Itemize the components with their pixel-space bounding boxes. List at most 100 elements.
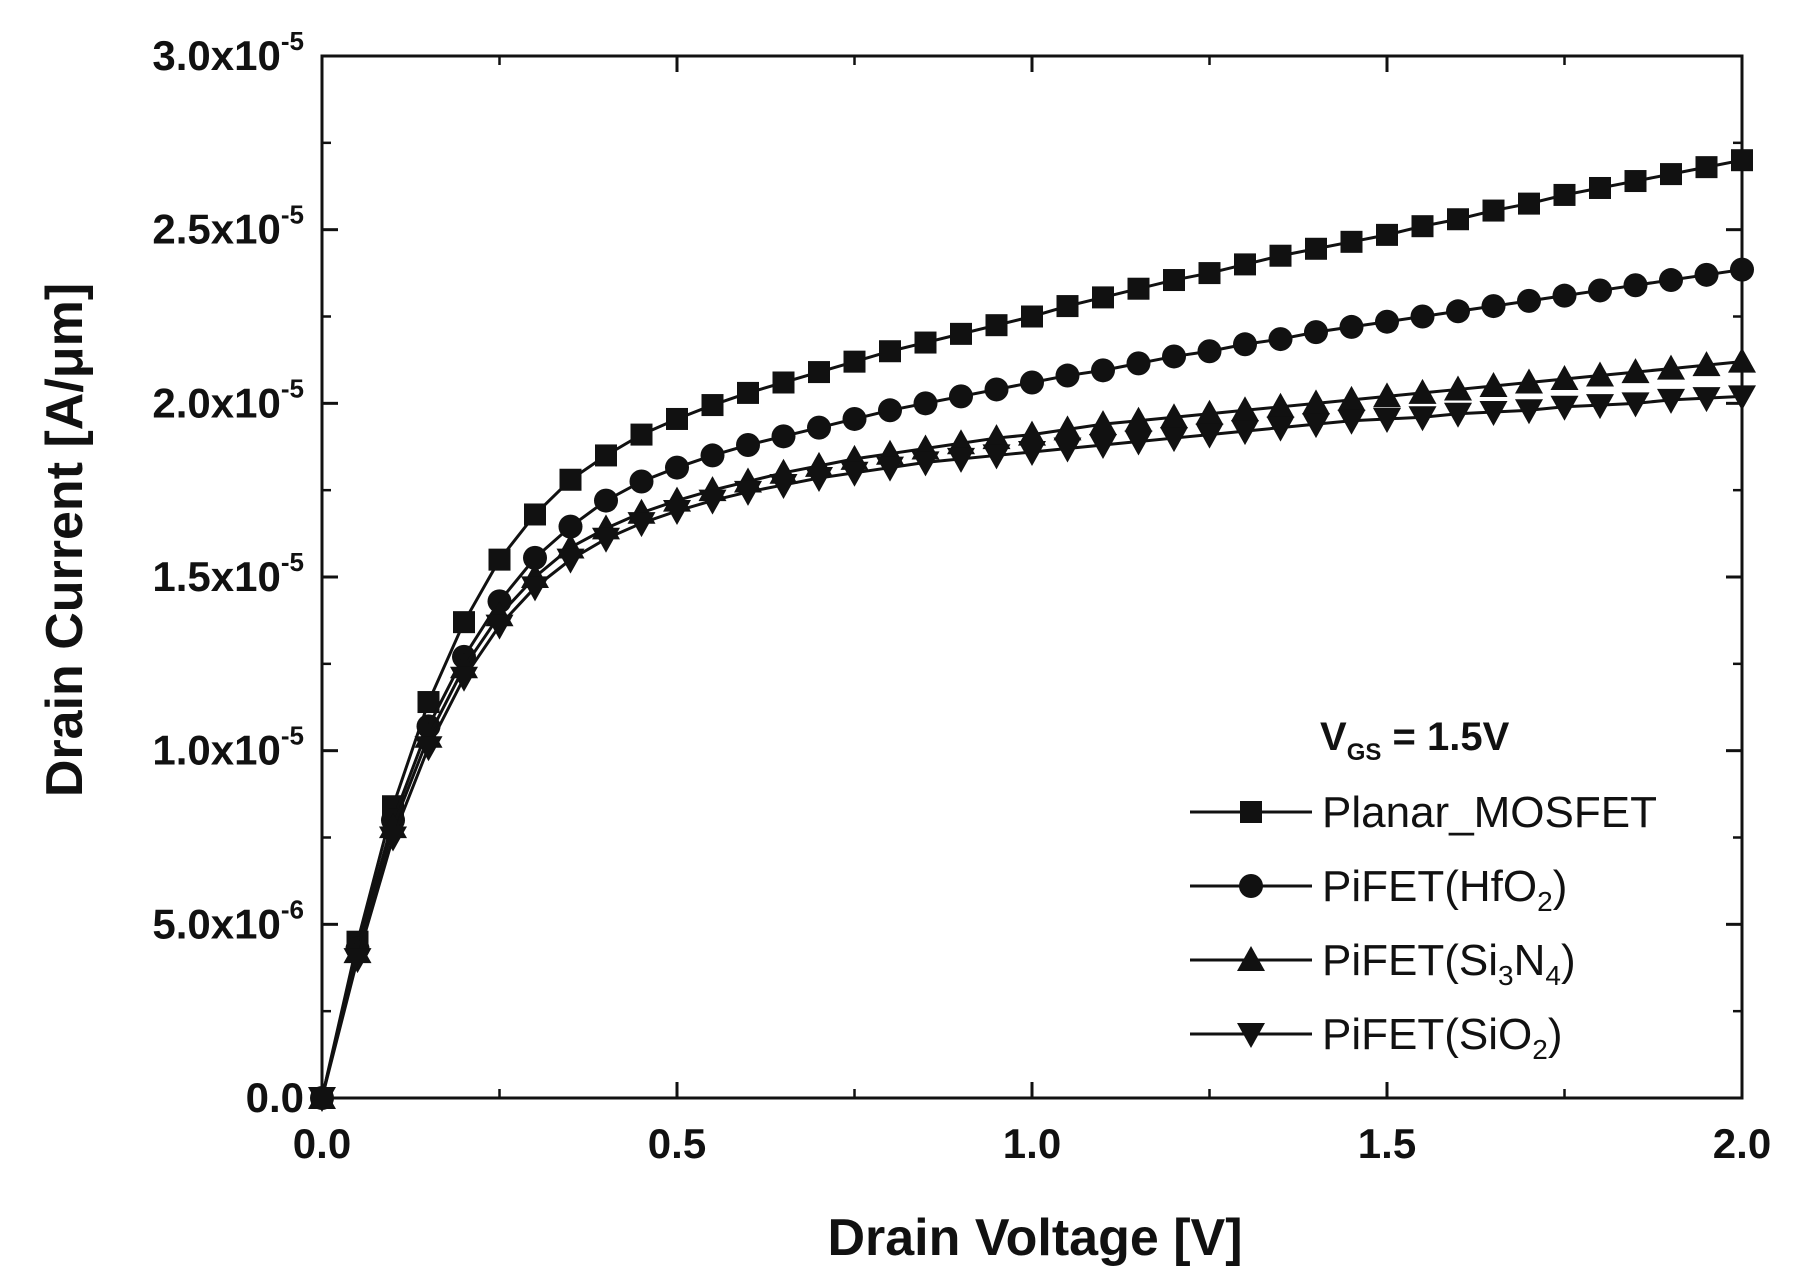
data-point [1302, 413, 1330, 439]
data-point [1304, 320, 1328, 345]
data-point [805, 467, 833, 493]
data-point [1340, 230, 1363, 253]
data-point [1020, 370, 1044, 395]
data-point [1588, 278, 1612, 303]
data-point [1089, 410, 1117, 436]
data-point [1268, 327, 1293, 352]
data-point [949, 384, 973, 409]
y-tick-label: 2.5x10-5 [152, 200, 304, 253]
data-point [1089, 434, 1117, 460]
data-point [1337, 385, 1366, 411]
data-point [523, 545, 547, 570]
data-point [913, 391, 938, 416]
legend-label: PiFET(HfO2) [1322, 862, 1567, 917]
data-point [1055, 363, 1080, 388]
data-point [1517, 288, 1541, 313]
data-point [734, 480, 762, 506]
data-point [1160, 403, 1188, 429]
data-point [1127, 277, 1150, 300]
data-point [1586, 361, 1614, 387]
data-point [982, 424, 1011, 450]
data-point [1446, 299, 1470, 324]
data-point [843, 350, 866, 373]
data-point [769, 473, 798, 499]
data-point [1160, 427, 1188, 453]
legend-marker [1237, 1023, 1265, 1048]
data-point [1481, 294, 1506, 319]
data-point [985, 314, 1008, 337]
data-point [1660, 163, 1682, 186]
data-point [911, 451, 940, 477]
data-point [1659, 268, 1683, 293]
data-point [1266, 416, 1295, 442]
data-point [630, 423, 653, 446]
data-point [665, 455, 689, 480]
data-point [1376, 223, 1398, 246]
data-point [771, 424, 796, 449]
series-layer [308, 149, 1756, 1112]
x-tick-label: 0.0 [293, 1120, 351, 1167]
data-point [950, 322, 972, 345]
data-point [1515, 399, 1543, 425]
legend-marker [1237, 946, 1265, 971]
data-point [840, 461, 869, 487]
data-point [1624, 170, 1647, 193]
data-point [1231, 420, 1259, 446]
data-point [1053, 437, 1082, 463]
data-point [1373, 382, 1401, 408]
data-point [1410, 304, 1435, 329]
data-point [1021, 305, 1043, 328]
data-point [1447, 208, 1469, 231]
data-point [1091, 358, 1115, 383]
legend-marker [1240, 801, 1262, 823]
legend-label: PiFET(SiO2) [1322, 1010, 1562, 1065]
data-point [1586, 394, 1614, 420]
data-point [736, 433, 760, 458]
data-point [1234, 253, 1256, 276]
legend-item: PiFET(Si3N4) [1190, 936, 1576, 991]
data-point [1163, 269, 1185, 292]
data-point [379, 826, 407, 852]
data-point [1589, 176, 1611, 199]
data-point [627, 512, 656, 538]
data-point [1621, 358, 1650, 384]
data-point [1233, 332, 1257, 357]
data-point [450, 666, 478, 692]
series-triangle-down [308, 385, 1756, 1112]
data-point [1550, 365, 1579, 391]
legend-item: Planar_MOSFET [1190, 788, 1657, 837]
data-point [1124, 430, 1153, 456]
data-point [1266, 392, 1295, 418]
data-point [559, 468, 582, 491]
data-point [1695, 156, 1718, 179]
data-point [595, 444, 617, 467]
series-square [311, 149, 1753, 1109]
data-point [1479, 401, 1508, 427]
data-point [1692, 387, 1721, 413]
data-point [417, 691, 440, 714]
data-point [1444, 375, 1472, 401]
data-point [1305, 237, 1327, 260]
data-point [524, 503, 546, 526]
data-point [772, 371, 795, 394]
y-tick-label: 0.0 [246, 1074, 304, 1121]
legend-title: VGS = 1.5V [1320, 715, 1510, 766]
x-tick-label: 1.0 [1003, 1120, 1061, 1167]
data-point [1482, 199, 1505, 222]
data-point [1231, 396, 1259, 422]
legend-marker [1239, 874, 1263, 898]
data-point [666, 407, 688, 430]
data-point [1408, 378, 1437, 404]
data-point [1302, 389, 1330, 415]
data-point [594, 488, 618, 513]
data-point [556, 548, 585, 574]
data-point [876, 456, 904, 482]
legend-item: PiFET(HfO2) [1190, 862, 1567, 917]
data-point [1553, 183, 1576, 206]
data-point [947, 447, 975, 473]
data-point [984, 377, 1009, 402]
data-point [485, 614, 514, 640]
y-tick-label: 1.0x10-5 [152, 721, 304, 774]
data-point [592, 527, 620, 553]
series-line [320, 360, 1743, 1099]
